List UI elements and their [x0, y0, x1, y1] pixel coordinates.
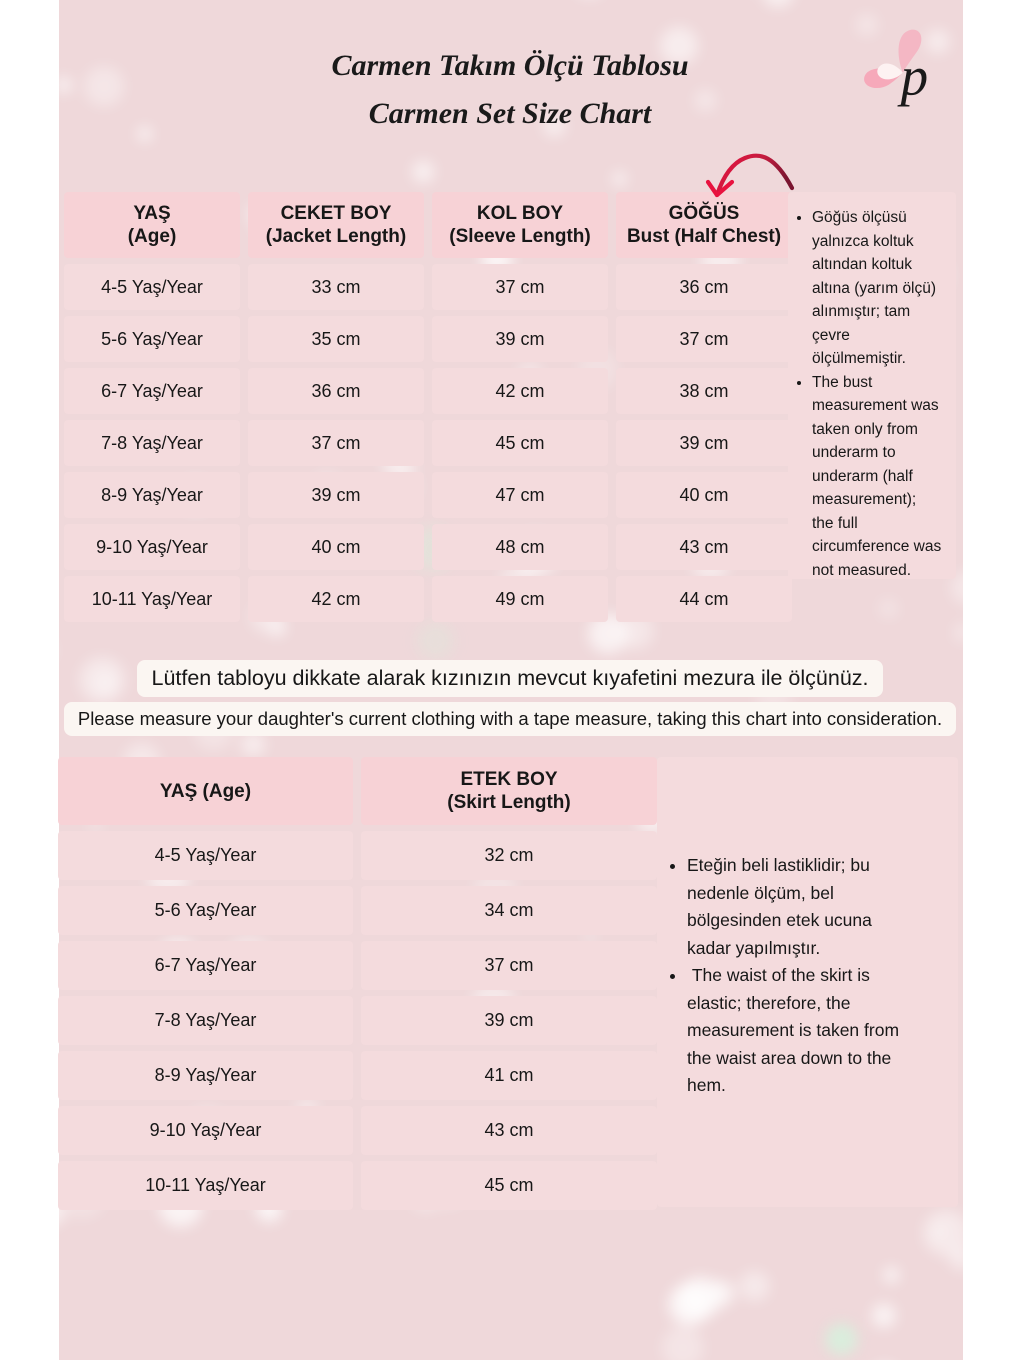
svg-text:p: p [897, 46, 929, 107]
